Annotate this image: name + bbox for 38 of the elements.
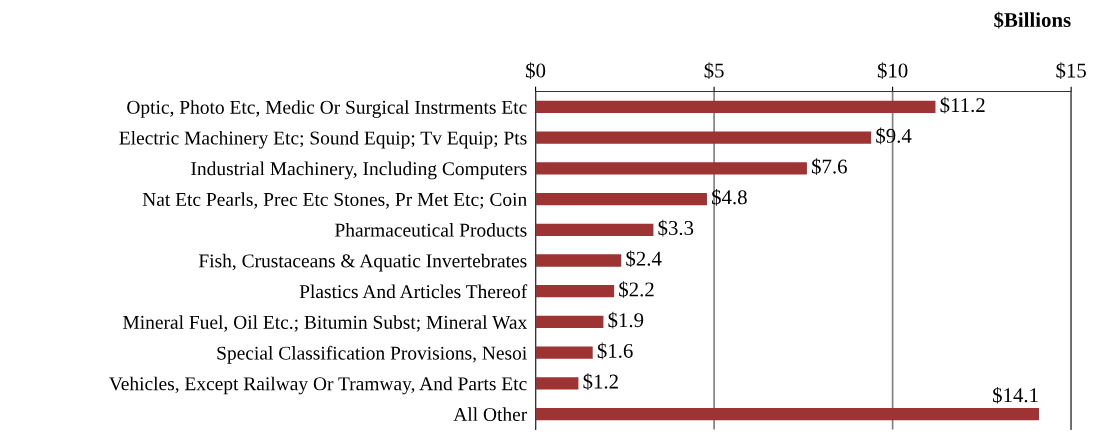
y-tick-label: Optic, Photo Etc, Medic Or Surgical Instrments Etc bbox=[127, 100, 527, 118]
y-tick-label: Mineral Fuel, Oil Etc.; Bitumin Subst; Mineral Wax bbox=[123, 315, 527, 332]
x-tick-label: $5 bbox=[704, 62, 724, 79]
bar bbox=[535, 407, 1040, 421]
bar bbox=[535, 223, 654, 236]
y-tick-label: Plastics And Articles Thereof bbox=[299, 284, 528, 299]
bar bbox=[535, 162, 807, 175]
y-tick-label: Nat Etc Pearls, Prec Etc Stones, Pr Met Etc; Coin bbox=[142, 192, 527, 209]
x-tick-label: $15 bbox=[1056, 62, 1086, 79]
y-tick-label: Fish, Crustaceans & Aquatic Invertebrates bbox=[198, 253, 527, 272]
data-label: $1.2 bbox=[583, 373, 618, 390]
data-label: $1.9 bbox=[608, 311, 644, 329]
data-label: $11.2 bbox=[940, 96, 985, 114]
data-label: $14.1 bbox=[993, 386, 1038, 404]
bar bbox=[535, 131, 872, 144]
bar bbox=[535, 254, 622, 267]
y-tick-label: Special Classification Provisions, Nesoi bbox=[217, 345, 527, 364]
data-label: $2.4 bbox=[626, 250, 662, 268]
x-tick-label: $10 bbox=[877, 62, 908, 79]
x-axis-title: $Billions bbox=[994, 11, 1071, 29]
y-tick-label: Pharmaceutical Products bbox=[335, 223, 527, 237]
y-tick-label: Vehicles, Except Railway Or Tramway, And Parts Etc bbox=[109, 376, 527, 395]
data-label: $4.8 bbox=[712, 189, 747, 206]
bar bbox=[535, 346, 593, 359]
data-label: $9.4 bbox=[876, 127, 912, 145]
y-tick-label: Industrial Machinery, Including Computers bbox=[191, 161, 527, 180]
data-label: $3.3 bbox=[658, 219, 694, 237]
data-label: $2.2 bbox=[619, 281, 654, 298]
bar bbox=[535, 192, 707, 206]
data-label: $7.6 bbox=[811, 158, 847, 175]
bar bbox=[535, 100, 936, 114]
bar bbox=[535, 377, 579, 390]
data-label: $1.6 bbox=[597, 342, 633, 360]
y-tick-label: All Other bbox=[453, 407, 528, 422]
bar bbox=[535, 285, 615, 298]
y-tick-label: Electric Machinery Etc; Sound Equip; Tv Equip; Pts bbox=[119, 130, 527, 149]
bar bbox=[535, 315, 604, 329]
x-tick-label: $0 bbox=[526, 62, 546, 79]
